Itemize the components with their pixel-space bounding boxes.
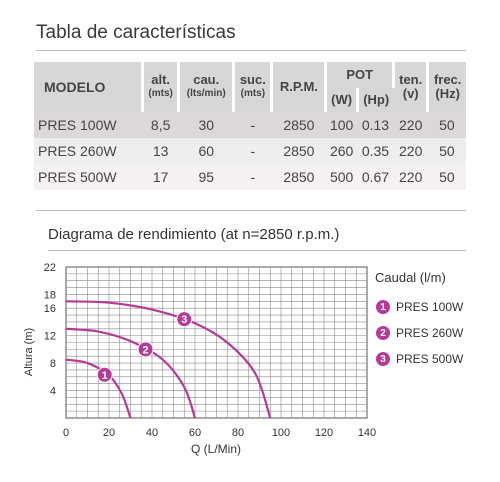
cell-rpm: 2850 bbox=[271, 138, 326, 164]
y-tick-label: 12 bbox=[44, 331, 56, 343]
header-frec: frec. (Hz) bbox=[427, 62, 466, 112]
y-tick-label: 4 bbox=[50, 386, 56, 398]
cell-model: PRES 260W bbox=[34, 138, 143, 164]
header-cau: cau. (lts/min) bbox=[178, 62, 236, 112]
cell-model: PRES 500W bbox=[34, 164, 143, 190]
table-divider bbox=[36, 210, 466, 211]
cell-ten: 220 bbox=[393, 164, 428, 190]
legend-item: 1 PRES 100W bbox=[376, 299, 463, 315]
x-tick-label: 140 bbox=[358, 427, 376, 439]
legend-item: 3 PRES 500W bbox=[376, 351, 463, 367]
x-axis-label: Q (L/Min) bbox=[191, 442, 241, 456]
header-modelo: MODELO bbox=[34, 62, 145, 112]
cell-alt: 8,5 bbox=[142, 112, 179, 138]
cell-suc: - bbox=[233, 112, 272, 138]
x-tick-label: 40 bbox=[146, 427, 158, 439]
y-axis-label: Altura (m) bbox=[23, 328, 35, 376]
table-row: PRES 500W 17 95-2850 500 0.67 220 50 bbox=[34, 164, 466, 190]
cell-suc: - bbox=[233, 164, 272, 190]
y-tick-label: 8 bbox=[50, 358, 56, 370]
cell-w: 100 bbox=[325, 112, 358, 138]
cell-cau: 60 bbox=[178, 138, 234, 164]
series-badge-3 bbox=[176, 311, 193, 328]
header-pot-hp: (Hp) bbox=[357, 88, 394, 112]
y-tick-label: 16 bbox=[44, 303, 56, 315]
cell-rpm: 2850 bbox=[271, 164, 326, 190]
series-badge-label: 2 bbox=[142, 344, 148, 356]
cell-hz: 50 bbox=[427, 138, 466, 164]
cell-w: 260 bbox=[325, 138, 358, 164]
cell-hp: 0.67 bbox=[357, 164, 394, 190]
cell-cau: 30 bbox=[178, 112, 234, 138]
cell-rpm: 2850 bbox=[271, 112, 326, 138]
cell-w: 500 bbox=[325, 164, 358, 190]
chart-divider bbox=[48, 250, 466, 251]
legend-badge: 2 bbox=[376, 326, 390, 340]
spec-table: MODELO alt. (mts) cau. (lts/min) suc. (mts)… bbox=[34, 62, 466, 190]
cell-alt: 13 bbox=[142, 138, 179, 164]
header-alt: alt. (mts) bbox=[142, 62, 181, 112]
cell-suc: - bbox=[233, 138, 272, 164]
header-suc: suc. (mts) bbox=[233, 62, 274, 112]
series-badge-label: 1 bbox=[102, 370, 108, 382]
header-pot-w: (W) bbox=[325, 88, 359, 112]
legend-badge: 3 bbox=[376, 352, 390, 366]
cell-ten: 220 bbox=[393, 112, 428, 138]
legend-label: PRES 500W bbox=[396, 352, 464, 366]
series-line-3 bbox=[65, 300, 272, 419]
header-pot: POT bbox=[325, 62, 396, 88]
y-tick-label: 18 bbox=[44, 289, 56, 301]
cell-hz: 50 bbox=[427, 164, 466, 190]
x-tick-label: 80 bbox=[232, 427, 244, 439]
cell-ten: 220 bbox=[393, 138, 428, 164]
page-title: Tabla de características bbox=[36, 22, 236, 43]
cell-alt: 17 bbox=[142, 164, 179, 190]
chart-title: Diagrama de rendimiento (at n=2850 r.p.m… bbox=[48, 226, 340, 243]
series-badge-2 bbox=[137, 341, 154, 358]
legend-title: Caudal (l/m) bbox=[375, 270, 446, 285]
x-tick-label: 100 bbox=[272, 427, 290, 439]
cell-hz: 50 bbox=[427, 112, 466, 138]
cell-cau: 95 bbox=[178, 164, 234, 190]
cell-model: PRES 100W bbox=[34, 112, 143, 138]
cell-hp: 0.13 bbox=[357, 112, 394, 138]
x-tick-label: 120 bbox=[315, 427, 333, 439]
legend-badge: 1 bbox=[376, 300, 390, 314]
cell-hp: 0.35 bbox=[357, 138, 394, 164]
header-ten: ten. (v) bbox=[393, 62, 430, 112]
x-tick-label: 0 bbox=[63, 427, 69, 439]
x-tick-label: 20 bbox=[103, 427, 115, 439]
header-rpm: R.P.M. bbox=[271, 62, 328, 112]
y-tick-label: 22 bbox=[44, 262, 56, 274]
legend-item: 2 PRES 260W bbox=[376, 325, 463, 341]
table-row: PRES 100W 8,5 30-2850 100 0.13 220 50 bbox=[34, 112, 466, 138]
legend-label: PRES 260W bbox=[396, 326, 464, 340]
table-row: PRES 260W 13 60-2850 260 0.35 220 50 bbox=[34, 138, 466, 164]
title-divider bbox=[36, 50, 466, 51]
series-badge-1 bbox=[96, 366, 113, 383]
series-badge-label: 3 bbox=[181, 314, 187, 326]
legend-label: PRES 100W bbox=[396, 300, 464, 314]
x-tick-label: 60 bbox=[189, 427, 201, 439]
